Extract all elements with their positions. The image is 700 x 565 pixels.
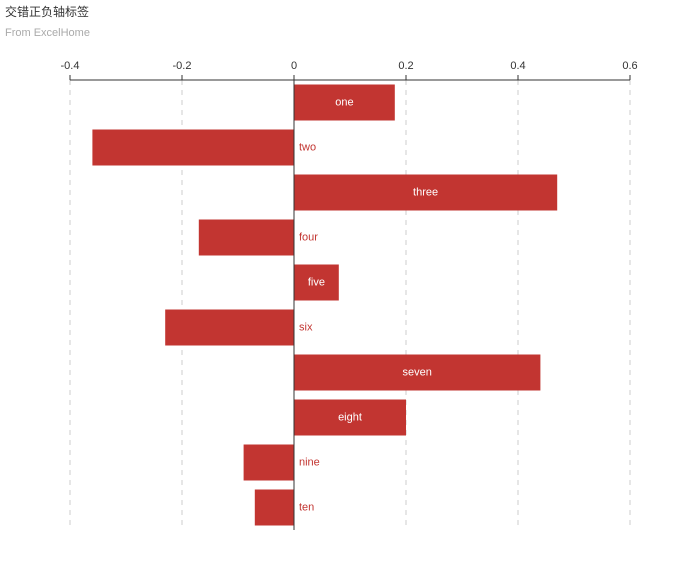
bar bbox=[243, 444, 294, 481]
x-tick-label: 0.4 bbox=[510, 60, 525, 72]
bar-label: ten bbox=[299, 501, 314, 513]
bar-label: eight bbox=[338, 411, 362, 423]
bar bbox=[294, 84, 395, 121]
bar-label: seven bbox=[403, 366, 432, 378]
x-tick-label: -0.2 bbox=[173, 60, 192, 72]
chart-subtitle: From ExcelHome bbox=[5, 27, 90, 39]
bar bbox=[92, 129, 295, 166]
bar bbox=[294, 174, 558, 211]
bar bbox=[198, 219, 294, 256]
bar-label: nine bbox=[299, 456, 320, 468]
bar bbox=[294, 354, 541, 391]
x-tick-label: 0.6 bbox=[622, 60, 637, 72]
x-tick-label: 0.2 bbox=[398, 60, 413, 72]
bar-label: three bbox=[413, 186, 438, 198]
bar-label: five bbox=[308, 276, 325, 288]
bar bbox=[165, 309, 294, 346]
x-tick-label: -0.4 bbox=[61, 60, 80, 72]
bar bbox=[294, 264, 339, 301]
x-tick-label: 0 bbox=[291, 60, 297, 72]
bar-label: four bbox=[299, 231, 318, 243]
bar-label: two bbox=[299, 141, 316, 153]
bar bbox=[254, 489, 294, 526]
bar bbox=[294, 399, 406, 436]
bar-label: one bbox=[335, 96, 353, 108]
bar-label: six bbox=[299, 321, 313, 333]
chart-title: 交错正负轴标签 bbox=[5, 4, 89, 19]
